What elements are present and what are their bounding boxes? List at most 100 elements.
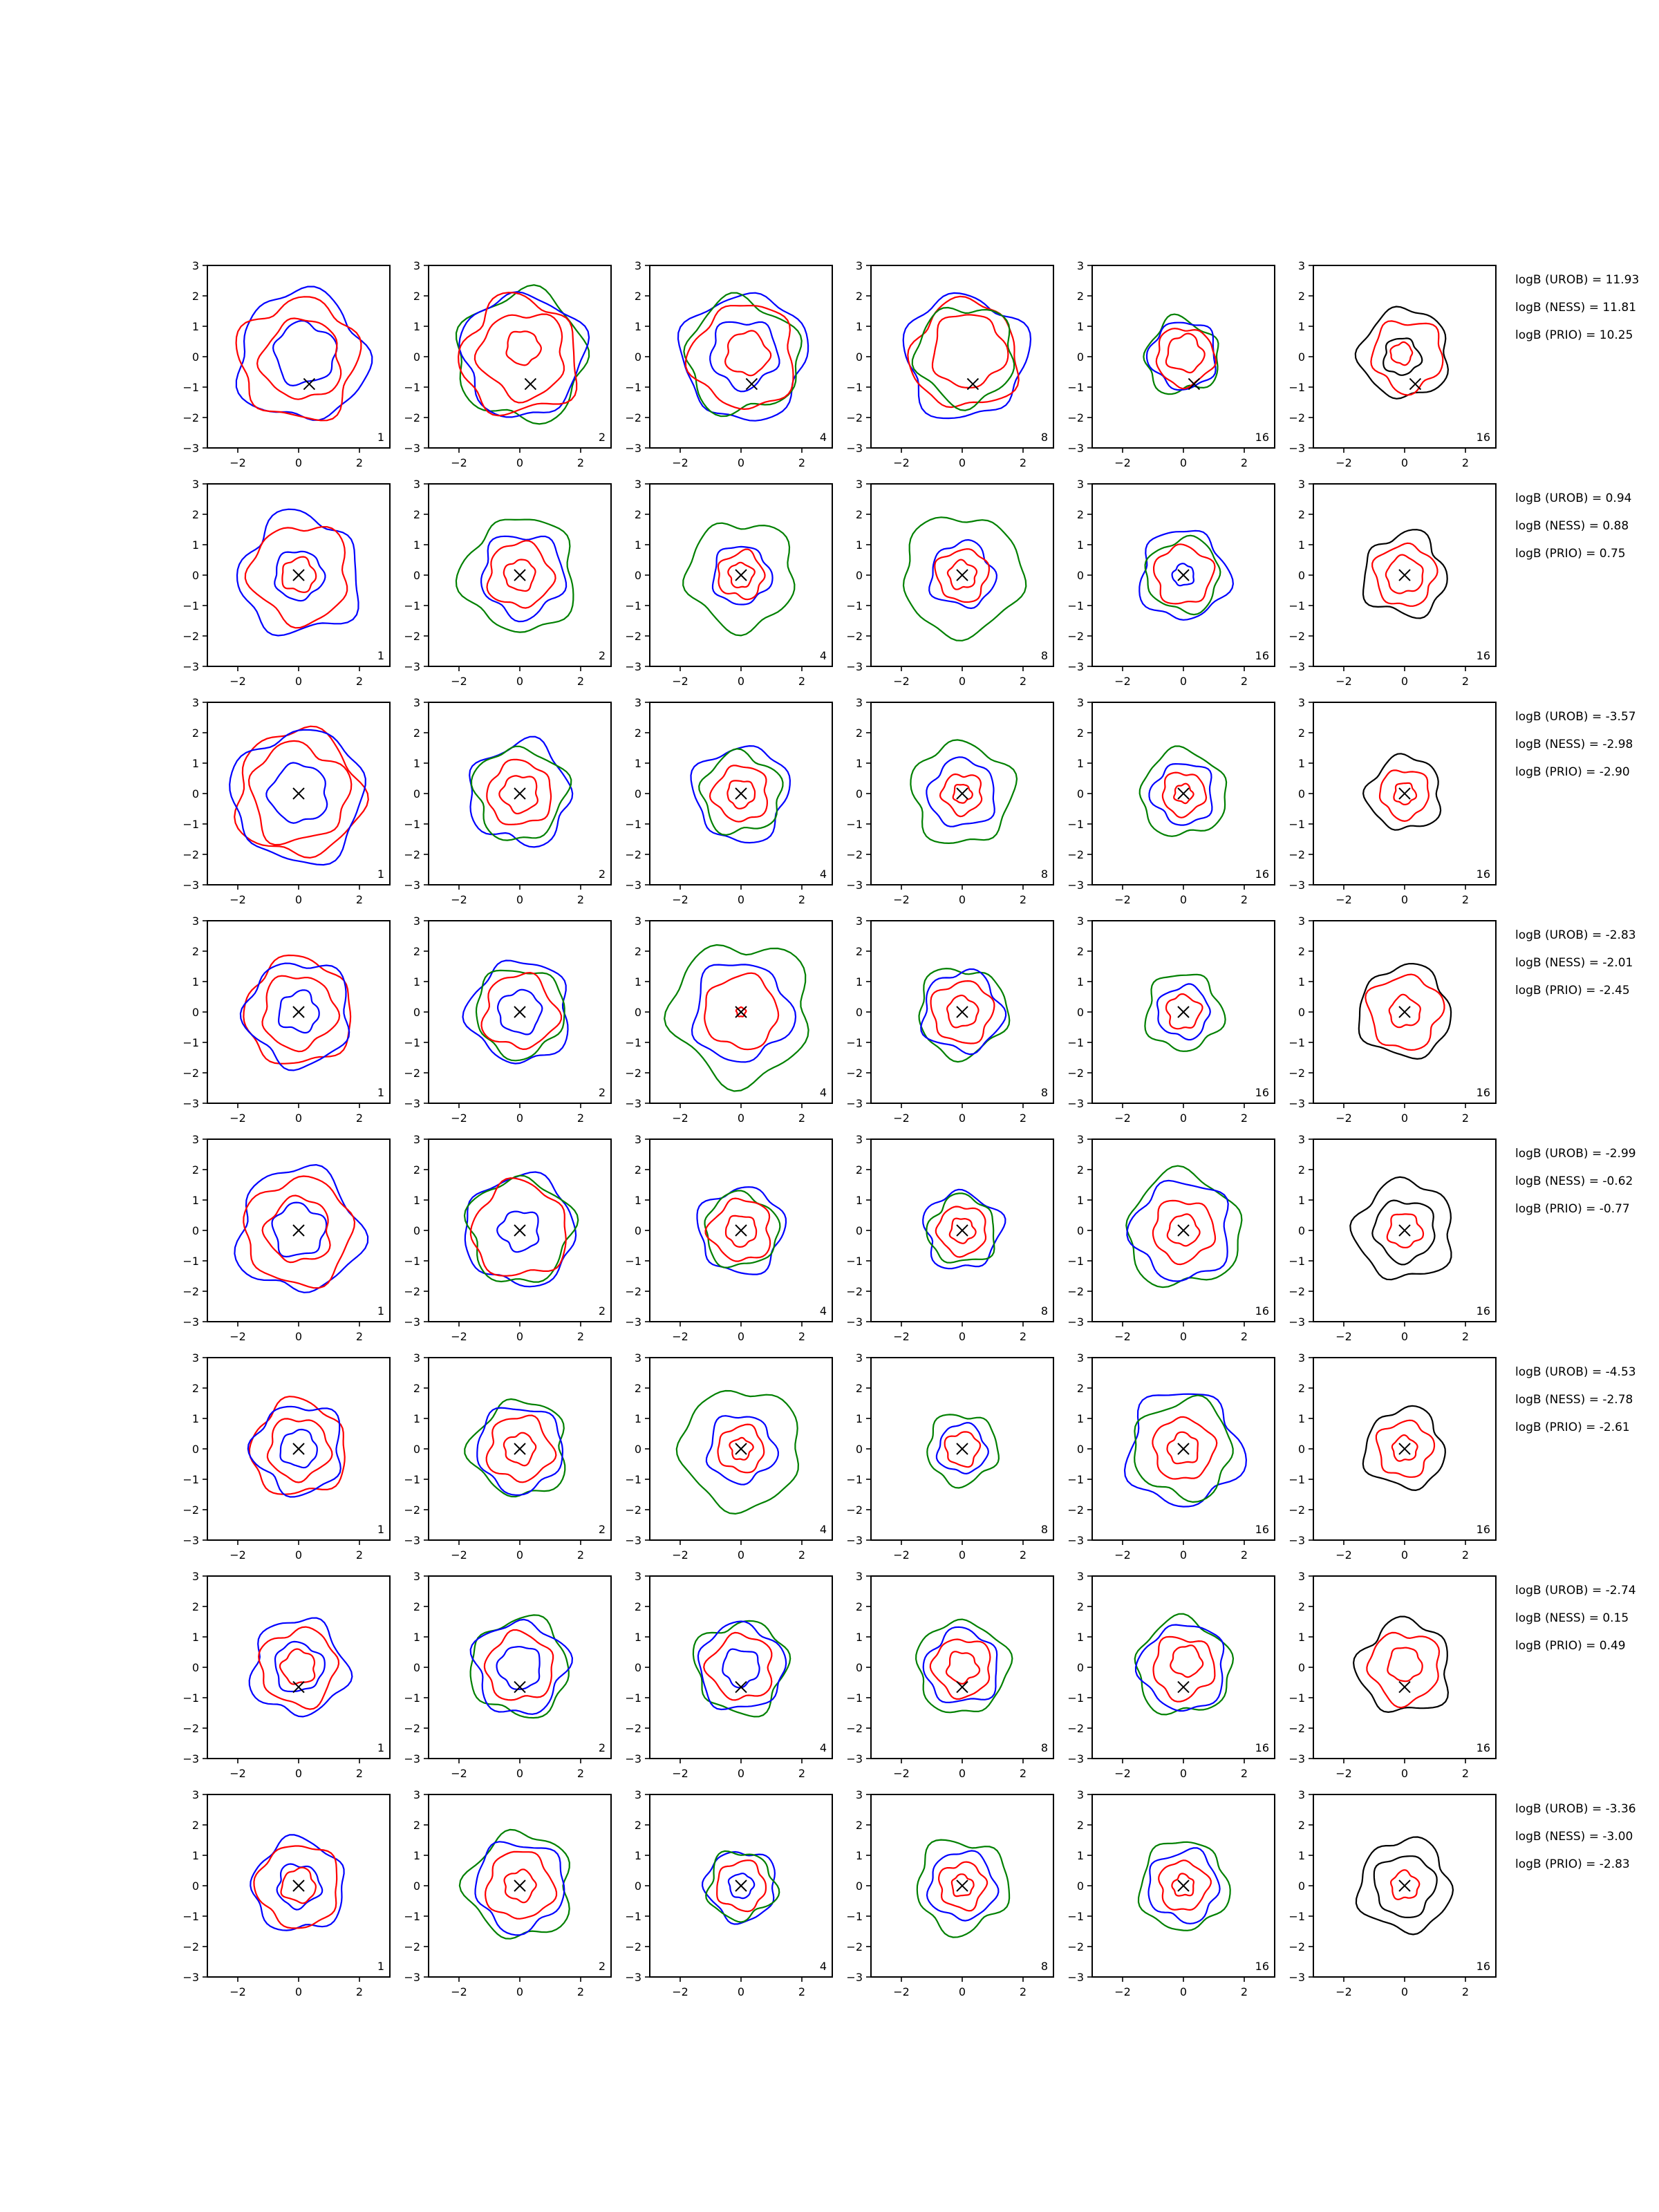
- contour-group: [1349, 1176, 1452, 1281]
- x-tick-label: 2: [798, 1985, 805, 1998]
- contour-blue: [271, 1201, 328, 1258]
- x-tick-label: −2: [672, 1767, 688, 1780]
- x-tick-label: 0: [738, 1112, 744, 1125]
- y-tick-label: 1: [1077, 975, 1084, 988]
- y-tick-label: −2: [846, 1285, 863, 1298]
- y-tick-label: −2: [1288, 1503, 1305, 1517]
- panel-label: 4: [820, 649, 827, 662]
- panel-label: 2: [599, 1523, 606, 1536]
- y-tick-label: −2: [1067, 1067, 1084, 1080]
- contour-green: [705, 1850, 780, 1923]
- y-tick-label: −2: [1288, 1285, 1305, 1298]
- contour-red: [1378, 769, 1430, 823]
- x-tick-label: 0: [1401, 1112, 1408, 1125]
- y-tick-label: −3: [846, 1097, 863, 1110]
- panel-label: 2: [599, 1960, 606, 1973]
- x-tick-label: 2: [1241, 1985, 1248, 1998]
- panel-r4-c6: 3 2 1 0 −1 −2 −3 −2 0 2 16: [1288, 915, 1497, 1125]
- contour-red: [261, 975, 341, 1053]
- panel-r7-c3: 3 2 1 0 −1 −2 −3 −2 0 2 4: [625, 1570, 833, 1780]
- y-tick-label: 3: [1077, 259, 1084, 272]
- y-tick-label: 3: [1298, 478, 1305, 491]
- y-tick-label: 0: [635, 1006, 641, 1019]
- panel-r5-c5: 3 2 1 0 −1 −2 −3 −2 0 2 16: [1067, 1133, 1275, 1343]
- contour-red: [1375, 1419, 1436, 1478]
- y-tick-label: 1: [856, 320, 863, 333]
- y-tick-label: 3: [192, 1570, 199, 1583]
- y-tick-label: −2: [1067, 1285, 1084, 1298]
- contour-red: [1371, 542, 1438, 607]
- panel-label: 4: [820, 1960, 827, 1973]
- x-tick-label: 0: [1180, 1548, 1187, 1562]
- y-tick-label: −3: [625, 660, 641, 673]
- contour-blue: [239, 962, 350, 1071]
- y-tick-label: 3: [856, 1351, 863, 1365]
- contour-group: [229, 725, 369, 866]
- contour-blue: [928, 538, 998, 610]
- y-tick-label: −2: [1067, 630, 1084, 643]
- contour-blue: [474, 1841, 565, 1936]
- panel-label: 1: [377, 1086, 384, 1099]
- x-tick-label: −2: [672, 893, 688, 906]
- y-tick-label: 2: [856, 290, 863, 303]
- panel-r8-c5: 3 2 1 0 −1 −2 −3 −2 0 2 16: [1067, 1788, 1275, 1998]
- y-tick-label: 1: [413, 320, 420, 333]
- panel-label: 8: [1041, 1523, 1048, 1536]
- y-tick-label: −3: [1067, 1315, 1084, 1329]
- panel-label: 16: [1255, 1086, 1269, 1099]
- logb-annotation: logB (PRIO) = 10.25: [1515, 328, 1633, 342]
- x-tick-label: −2: [451, 1548, 467, 1562]
- y-tick-label: −3: [625, 1315, 641, 1329]
- y-tick-label: −1: [404, 1255, 420, 1268]
- contour-blue: [1171, 563, 1195, 587]
- x-tick-label: −2: [451, 1330, 467, 1343]
- y-tick-label: −3: [846, 1752, 863, 1765]
- contour-group: [250, 1834, 345, 1931]
- y-tick-label: −1: [625, 1910, 641, 1923]
- y-tick-label: −1: [1288, 818, 1305, 831]
- true-point-marker: [292, 1224, 305, 1237]
- panel-r2-c1: 3 2 1 0 −1 −2 −3 −2 0 2 1: [182, 478, 391, 688]
- contour-red: [724, 1215, 758, 1248]
- panel-label: 2: [599, 1304, 606, 1318]
- panel-label: 16: [1477, 649, 1490, 662]
- panel-label: 16: [1255, 868, 1269, 881]
- panel-r5-c6: 3 2 1 0 −1 −2 −3 −2 0 2 16: [1288, 1133, 1497, 1343]
- x-tick-label: 2: [1020, 1548, 1027, 1562]
- panel-r3-c4: 3 2 1 0 −1 −2 −3 −2 0 2 8: [846, 696, 1054, 906]
- y-tick-label: 1: [856, 1194, 863, 1207]
- y-tick-label: −2: [404, 411, 420, 424]
- y-tick-label: 3: [1298, 1788, 1305, 1801]
- y-tick-label: −1: [625, 1691, 641, 1705]
- y-tick-label: −3: [182, 1752, 199, 1765]
- y-tick-label: 0: [856, 787, 863, 800]
- true-point-marker: [303, 377, 316, 391]
- y-tick-label: −3: [846, 1971, 863, 1984]
- y-tick-label: 1: [635, 320, 641, 333]
- contour-red: [717, 548, 766, 601]
- y-tick-label: −2: [625, 1722, 641, 1735]
- y-tick-label: 1: [635, 1412, 641, 1425]
- y-tick-label: 0: [1298, 1006, 1305, 1019]
- panel-r7-c5: 3 2 1 0 −1 −2 −3 −2 0 2 16: [1067, 1570, 1275, 1780]
- true-point-marker: [1177, 787, 1190, 800]
- x-tick-label: 2: [1241, 893, 1248, 906]
- panel-r3-c3: 3 2 1 0 −1 −2 −3 −2 0 2 4: [625, 696, 833, 906]
- y-tick-label: −3: [1288, 1752, 1305, 1765]
- x-tick-label: −2: [893, 1767, 910, 1780]
- y-tick-label: 2: [1298, 290, 1305, 303]
- y-tick-label: −2: [182, 1722, 199, 1735]
- contour-blue: [926, 1850, 1000, 1922]
- contour-group: [1123, 1393, 1248, 1508]
- contour-green: [1144, 534, 1221, 616]
- logb-annotation: logB (PRIO) = -2.61: [1515, 1421, 1630, 1434]
- x-tick-label: 0: [1180, 1767, 1187, 1780]
- panel-r2-c3: 3 2 1 0 −1 −2 −3 −2 0 2 4: [625, 478, 833, 688]
- x-tick-label: −2: [672, 675, 688, 688]
- contour-group: [664, 944, 809, 1092]
- contour-blue: [696, 1186, 787, 1275]
- y-tick-label: 3: [856, 1570, 863, 1583]
- logb-annotation: logB (UROB) = -3.36: [1515, 1802, 1636, 1816]
- y-tick-label: −2: [625, 630, 641, 643]
